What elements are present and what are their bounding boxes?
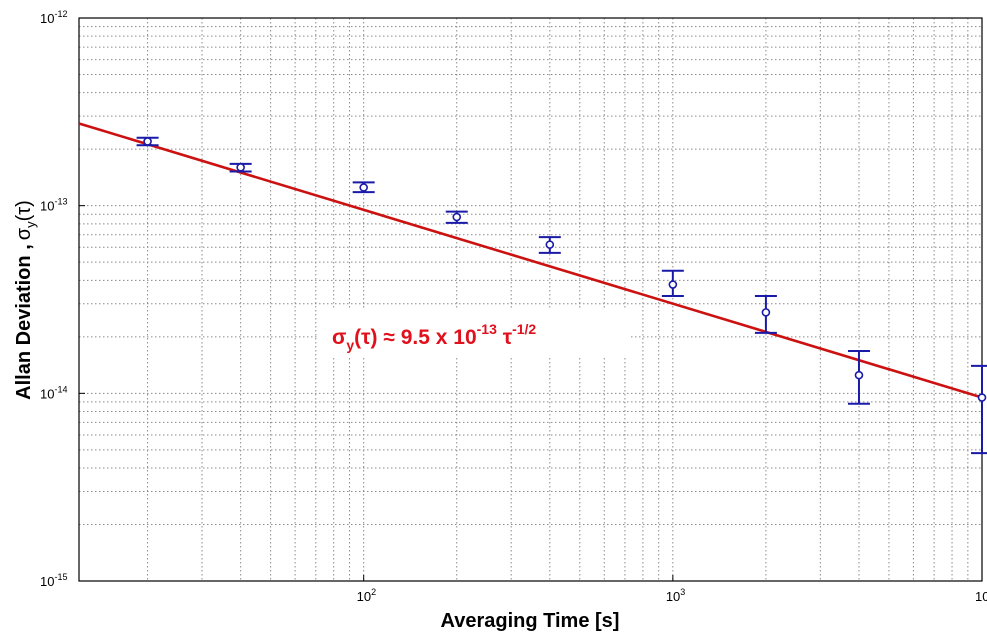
eq-tau: τ [497, 326, 513, 349]
y-tick-label: 10-14 [40, 384, 67, 401]
point-marker [452, 212, 462, 222]
point-marker [545, 240, 555, 249]
eq-sigma: σ [332, 326, 346, 349]
x-axis-title: Averaging Time [s] [441, 610, 620, 632]
y-axis-title-main: Allan Deviation , [13, 244, 35, 400]
annotation-background [318, 308, 630, 356]
x-axis-ticks: 102 103 104 [357, 575, 987, 604]
eq-exp2: -1/2 [512, 321, 536, 337]
y-axis-title-sigma: σ [13, 227, 35, 240]
data-points-group [136, 136, 987, 455]
point-marker [236, 163, 245, 172]
point-marker [143, 137, 152, 146]
fit-line [78, 122, 983, 399]
data-point [847, 350, 870, 405]
x-tick-label: 102 [357, 587, 376, 604]
y-axis-ticks: 10-15 10-14 10-13 10-12 [40, 9, 85, 589]
point-marker [977, 393, 987, 402]
eq-sub: y [346, 337, 354, 353]
data-point [136, 136, 159, 147]
point-marker [359, 183, 368, 192]
data-point [445, 210, 468, 224]
y-tick-label: 10-13 [40, 197, 67, 214]
y-tick-label: 10-15 [40, 572, 67, 589]
plot-frame [78, 17, 983, 582]
fit-equation-annotation: σy(τ) ≈ 9.5 x 10-13 τ-1/2 [332, 321, 536, 353]
y-axis-title-sub: y [23, 221, 38, 228]
data-point [754, 295, 777, 334]
data-point [538, 236, 561, 254]
point-marker [854, 370, 864, 380]
x-tick-label: 104 [975, 587, 987, 604]
eq-arg: (τ) ≈ 9.5 x 10 [354, 326, 476, 349]
data-point [352, 181, 375, 194]
fit-line-group [78, 122, 983, 399]
plot-area [79, 18, 982, 581]
data-point [229, 162, 252, 173]
point-marker [761, 308, 771, 317]
y-tick-label: 10-12 [40, 9, 67, 26]
y-axis-title-arg: (τ) [13, 200, 35, 221]
grid [79, 18, 982, 581]
point-marker [668, 280, 678, 289]
eq-exp1: -13 [477, 321, 497, 337]
data-point [661, 269, 684, 298]
x-tick-label: 103 [666, 587, 685, 604]
y-axis-title: Allan Deviation , σy(τ) [13, 200, 38, 400]
data-point [971, 364, 987, 455]
